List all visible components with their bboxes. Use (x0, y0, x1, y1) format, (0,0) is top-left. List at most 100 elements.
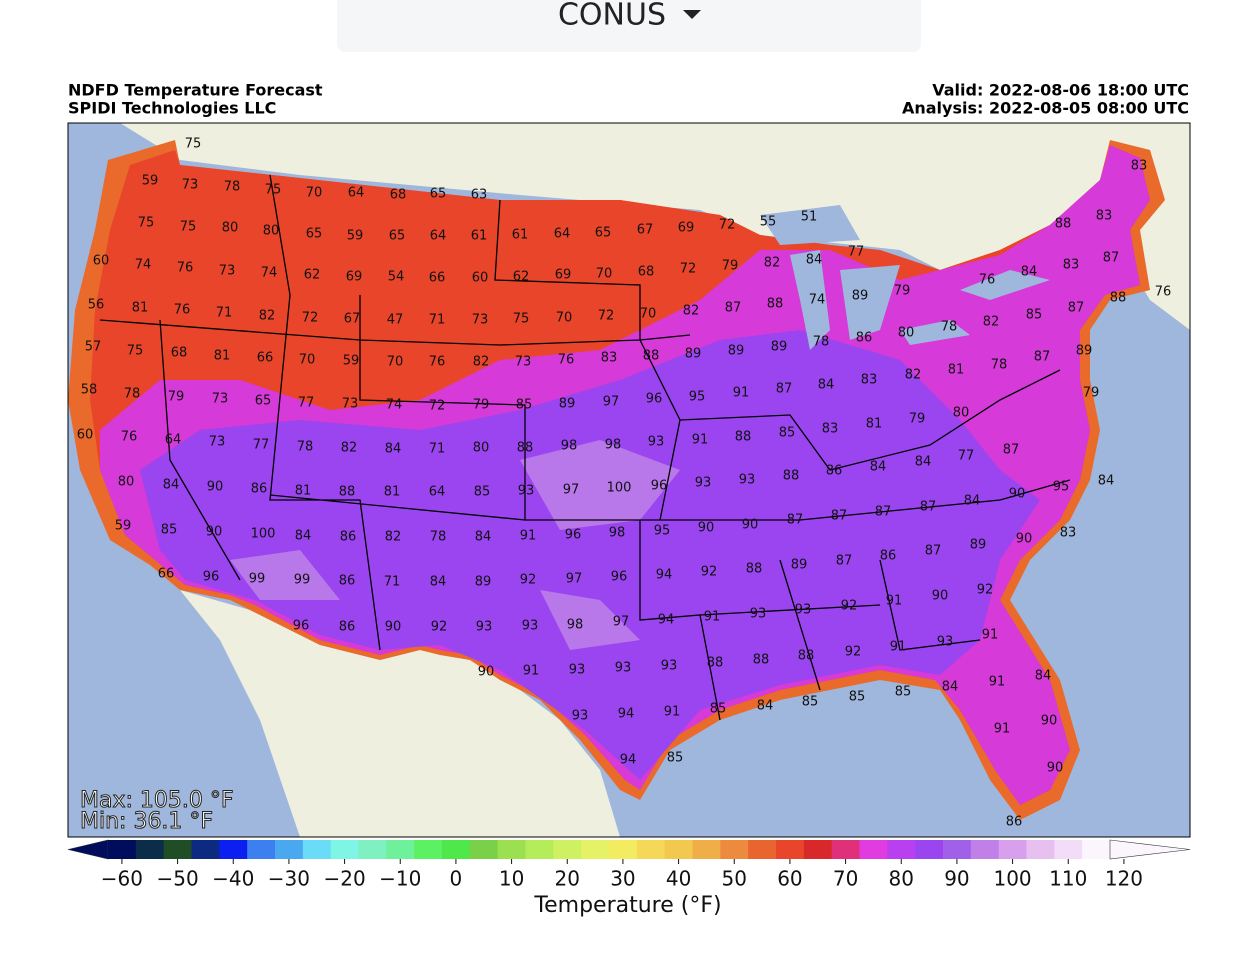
temperature-label: 69 (346, 270, 363, 285)
temperature-label: 89 (771, 340, 788, 355)
min-temp: Min: 36.1 °F (80, 809, 213, 834)
temperature-label: 93 (937, 635, 954, 650)
temperature-label: 90 (742, 518, 759, 533)
temperature-label: 91 (886, 594, 903, 609)
dropdown-label[interactable]: CONUS (558, 0, 666, 33)
temperature-label: 67 (637, 223, 654, 238)
temperature-label: 75 (180, 220, 197, 235)
colorbar-swatch (553, 840, 582, 859)
temperature-label: 59 (343, 354, 360, 369)
temperature-label: 84 (1098, 474, 1115, 489)
temperature-label: 78 (224, 180, 241, 195)
temperature-label: 93 (750, 607, 767, 622)
colorbar-swatch (219, 840, 248, 859)
colorbar-tick-label: 30 (610, 867, 635, 891)
temperature-label: 93 (795, 603, 812, 618)
temperature-label: 58 (81, 383, 98, 398)
temperature-label: 57 (85, 340, 102, 355)
temperature-label: 89 (1076, 344, 1093, 359)
colorbar-swatch (915, 840, 944, 859)
temperature-label: 96 (611, 570, 628, 585)
temperature-label: 87 (831, 509, 848, 524)
colorbar-extend-high (1109, 839, 1191, 860)
temperature-label: 93 (648, 435, 665, 450)
temperature-label: 91 (890, 640, 907, 655)
temperature-label: 87 (1034, 350, 1051, 365)
temperature-label: 86 (1006, 815, 1023, 830)
temperature-label: 89 (475, 575, 492, 590)
temperature-label: 74 (261, 266, 278, 281)
temperature-label: 64 (348, 186, 365, 201)
temperature-label: 88 (517, 441, 534, 456)
colorbar-swatch (247, 840, 276, 859)
temperature-label: 79 (473, 398, 490, 413)
temperature-label: 65 (595, 226, 612, 241)
temperature-label: 75 (127, 344, 144, 359)
temperature-label: 72 (598, 309, 615, 324)
temperature-label: 80 (898, 326, 915, 341)
temperature-label: 64 (165, 433, 182, 448)
temperature-label: 90 (698, 521, 715, 536)
temperature-label: 85 (895, 685, 912, 700)
temperature-label: 82 (473, 355, 490, 370)
temperature-label: 84 (430, 575, 447, 590)
temperature-label: 55 (760, 215, 777, 230)
temperature-label: 61 (471, 229, 488, 244)
temperature-label: 76 (121, 430, 138, 445)
temperature-label: 54 (388, 270, 405, 285)
temperature-labels: 75 59 73 78 75 70 64 68 65 63 75 75 80 80 65 59 65 64 61 61… (77, 137, 1172, 830)
colorbar-tick-label: 90 (944, 867, 969, 891)
temperature-label: 68 (390, 188, 407, 203)
temperature-label: 80 (222, 221, 239, 236)
temperature-label: 79 (909, 412, 926, 427)
temperature-label: 59 (115, 519, 132, 534)
colorbar-swatch (776, 840, 805, 859)
colorbar-swatch (302, 840, 332, 859)
mexico (180, 590, 620, 837)
dropdown-caret[interactable] (683, 10, 701, 19)
temperature-label: 88 (746, 562, 763, 577)
temperature-label: 70 (556, 311, 573, 326)
dropdown[interactable] (337, 0, 921, 52)
temperature-label: 97 (566, 572, 583, 587)
temperature-label: 65 (306, 227, 323, 242)
temperature-label: 79 (722, 259, 739, 274)
temperature-label: 92 (977, 583, 994, 598)
colorbar-tick-label: −60 (101, 867, 143, 891)
temperature-label: 78 (297, 440, 314, 455)
temperature-label: 60 (93, 254, 110, 269)
colorbar-swatch (469, 840, 499, 859)
temperature-label: 84 (1035, 669, 1052, 684)
temperature-label: 87 (920, 500, 937, 515)
temperature-label: 62 (513, 270, 530, 285)
temperature-label: 87 (925, 544, 942, 559)
temperature-label: 73 (472, 313, 489, 328)
colorbar-tick-label: 40 (666, 867, 691, 891)
temperature-label: 84 (757, 699, 774, 714)
temperature-label: 73 (342, 397, 359, 412)
temperature-label: 97 (613, 615, 630, 630)
temperature-label: 79 (168, 390, 185, 405)
temperature-label: 90 (478, 665, 495, 680)
temperature-label: 67 (344, 312, 361, 327)
colorbar-swatch (831, 840, 860, 859)
temperature-label: 99 (249, 572, 266, 587)
colorbar-swatch (414, 840, 443, 859)
temperature-label: 74 (135, 258, 152, 273)
temperature-label: 92 (701, 565, 718, 580)
temperature-label: 88 (798, 649, 815, 664)
temperature-label: 83 (1131, 159, 1148, 174)
temperature-label: 86 (339, 574, 356, 589)
temperature-label: 65 (255, 394, 272, 409)
temperature-label: 70 (306, 186, 323, 201)
colorbar-swatch (1026, 840, 1055, 859)
temperature-label: 93 (572, 709, 589, 724)
temperature-label: 87 (787, 513, 804, 528)
temperature-label: 86 (856, 331, 873, 346)
temperature-label: 70 (387, 355, 404, 370)
colorbar-tick-label: −50 (156, 867, 198, 891)
temperature-label: 84 (475, 530, 492, 545)
colorbar-swatch (636, 840, 666, 859)
temperature-label: 88 (707, 656, 724, 671)
temperature-label: 82 (905, 368, 922, 383)
